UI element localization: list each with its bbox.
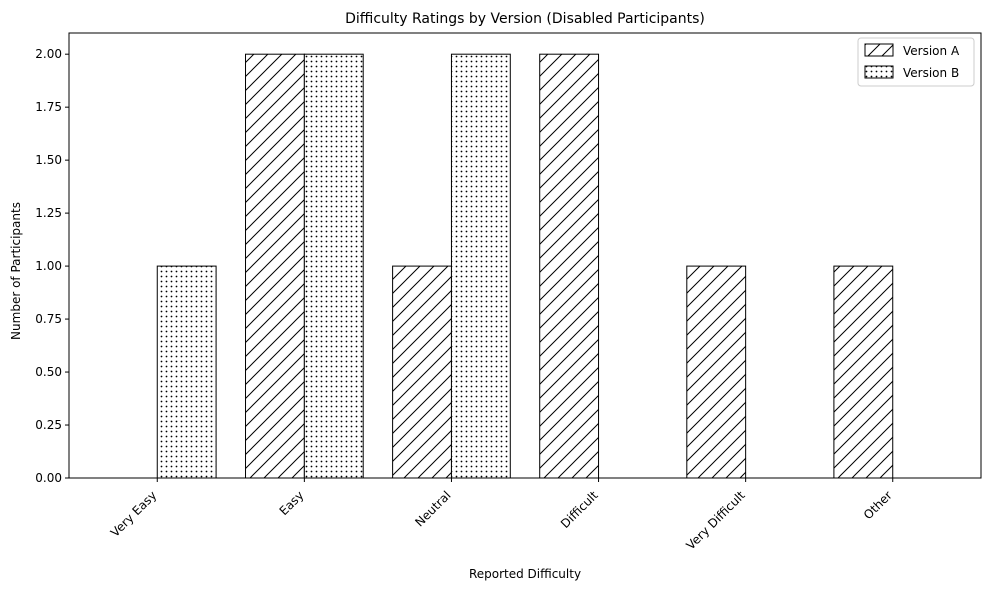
x-tick-label-4: Very Difficult [683,488,748,553]
bar-version-a-2 [392,265,452,479]
x-tick-label-3: Difficult [558,488,601,531]
bar-version-b-0 [156,265,217,479]
y-tick-label-8: 2.00 [35,47,62,61]
legend-swatch-version-a [864,43,894,57]
x-tick-label-2: Neutral [412,488,453,529]
legend: Version A Version B [857,37,975,87]
y-tick-label-6: 1.50 [35,153,62,167]
y-tick-label-5: 1.25 [35,206,62,220]
x-axis-label: Reported Difficulty [469,567,581,581]
y-tick-label-2: 0.50 [35,365,62,379]
bar-version-a-4 [686,265,747,479]
y-tick-label-1: 0.25 [35,418,62,432]
y-tick-label-7: 1.75 [35,100,62,114]
y-tick-label-3: 0.75 [35,312,62,326]
x-tick-label-1: Easy [277,488,307,518]
bar-version-a-1 [245,53,305,479]
bar-version-b-1 [303,53,364,479]
bar-version-a-3 [539,53,600,479]
bar-version-a-5 [833,265,894,479]
y-tick-label-4: 1.00 [35,259,62,273]
legend-swatch-version-b [864,65,894,79]
y-axis-label: Number of Participants [9,202,23,340]
plot-area: 0.00 0.25 0.50 0.75 1.00 1.25 1.50 1.75 2.00 Very… [35,32,982,553]
legend-label-version-b: Version B [903,66,959,80]
x-tick-label-0: Very Easy [108,488,159,539]
bar-version-b-2 [450,53,511,479]
axes-frame [68,32,982,479]
x-tick-label-5: Other [861,488,895,522]
legend-label-version-a: Version A [903,44,960,58]
chart-title: Difficulty Ratings by Version (Disabled … [345,11,705,27]
y-tick-label-0: 0.00 [35,471,62,485]
